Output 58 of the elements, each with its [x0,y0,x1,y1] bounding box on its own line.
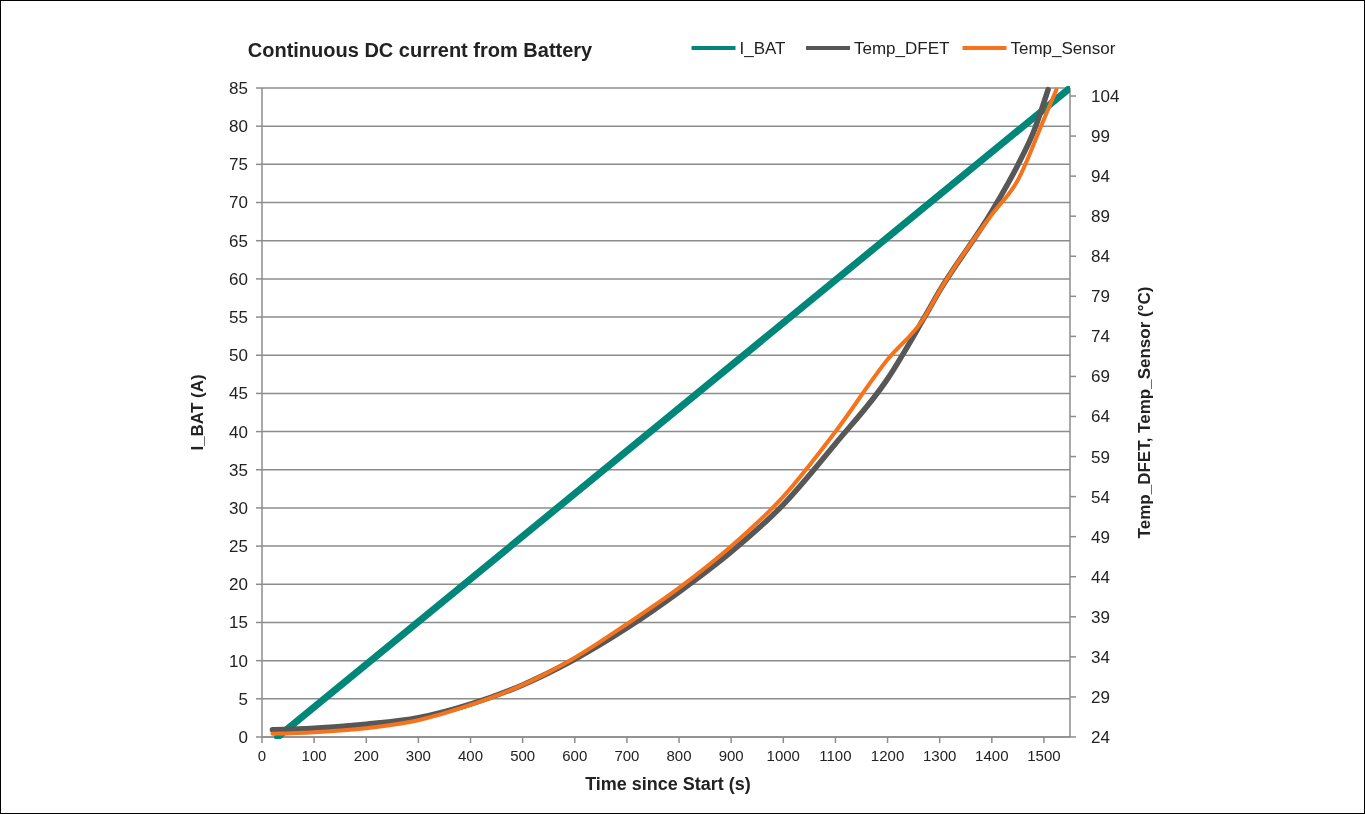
legend-label: Temp_Sensor [1010,38,1116,58]
y2-tick-label: 89 [1091,207,1110,227]
y-tick-label: 20 [229,575,248,595]
y-tick-label: 15 [229,613,248,633]
y2-tick-label: 24 [1091,727,1110,747]
x-tick-label: 500 [510,747,536,764]
y-tick-label: 75 [229,155,248,175]
x-tick-label: 1100 [819,747,852,764]
y-tick-label: 60 [229,269,248,289]
legend-label: I_BAT [739,38,786,58]
x-tick-label: 300 [405,747,431,764]
y2-tick-label: 29 [1091,687,1110,707]
y2-tick-label: 34 [1091,647,1110,667]
y-tick-label: 35 [229,460,248,480]
y2-tick-label: 84 [1091,247,1110,267]
x-tick-label: 400 [458,747,484,764]
y-tick-label: 80 [229,117,248,137]
y2-tick-label: 94 [1091,167,1110,187]
x-tick-label: 1500 [1027,747,1061,764]
x-tick-label: 100 [301,747,327,764]
y2-tick-label: 99 [1091,127,1110,147]
x-tick-label: 0 [257,747,267,764]
y-tick-label: 85 [229,78,248,98]
x-tick-label: 1200 [870,747,905,764]
y2-tick-label: 54 [1091,487,1110,507]
y-tick-label: 65 [229,231,248,251]
x-tick-label: 1000 [766,747,800,764]
y2-tick-label: 79 [1091,287,1110,307]
legend-label: Temp_DFET [854,38,950,58]
y-tick-label: 70 [229,193,248,213]
y2-tick-label: 39 [1091,607,1110,627]
y2-tick-label: 64 [1091,407,1110,427]
y-tick-label: 5 [238,689,248,709]
y-tick-label: 40 [229,422,248,442]
y2-tick-label: 49 [1091,527,1110,547]
y-tick-label: 30 [229,498,248,518]
y-tick-label: 10 [229,651,248,671]
x-tick-label: 800 [666,747,692,764]
x-axis-title: Time since Start (s) [585,774,751,794]
x-tick-label: 700 [614,747,640,764]
y-tick-label: 0 [238,727,248,747]
y2-tick-label: 104 [1091,86,1120,106]
y-tick-label: 45 [229,384,248,404]
x-tick-label: 200 [353,747,379,764]
x-tick-label: 1300 [922,747,957,764]
y2-tick-label: 74 [1091,327,1110,347]
x-tick-label: 600 [562,747,588,764]
y-tick-label: 25 [229,537,248,557]
y-tick-label: 50 [229,346,248,366]
y-axis-title: I_BAT (A) [188,374,207,451]
y2-tick-label: 44 [1091,567,1110,587]
y2-axis-title: Temp_DFET, Temp_Sensor (°C) [1135,286,1154,539]
x-tick-label: 1400 [975,747,1009,764]
chart-title: Continuous DC current from Battery [247,39,594,61]
y2-tick-label: 69 [1091,367,1110,387]
y-tick-label: 55 [229,308,248,328]
y2-tick-label: 59 [1091,447,1110,467]
x-tick-label: 900 [718,747,744,764]
